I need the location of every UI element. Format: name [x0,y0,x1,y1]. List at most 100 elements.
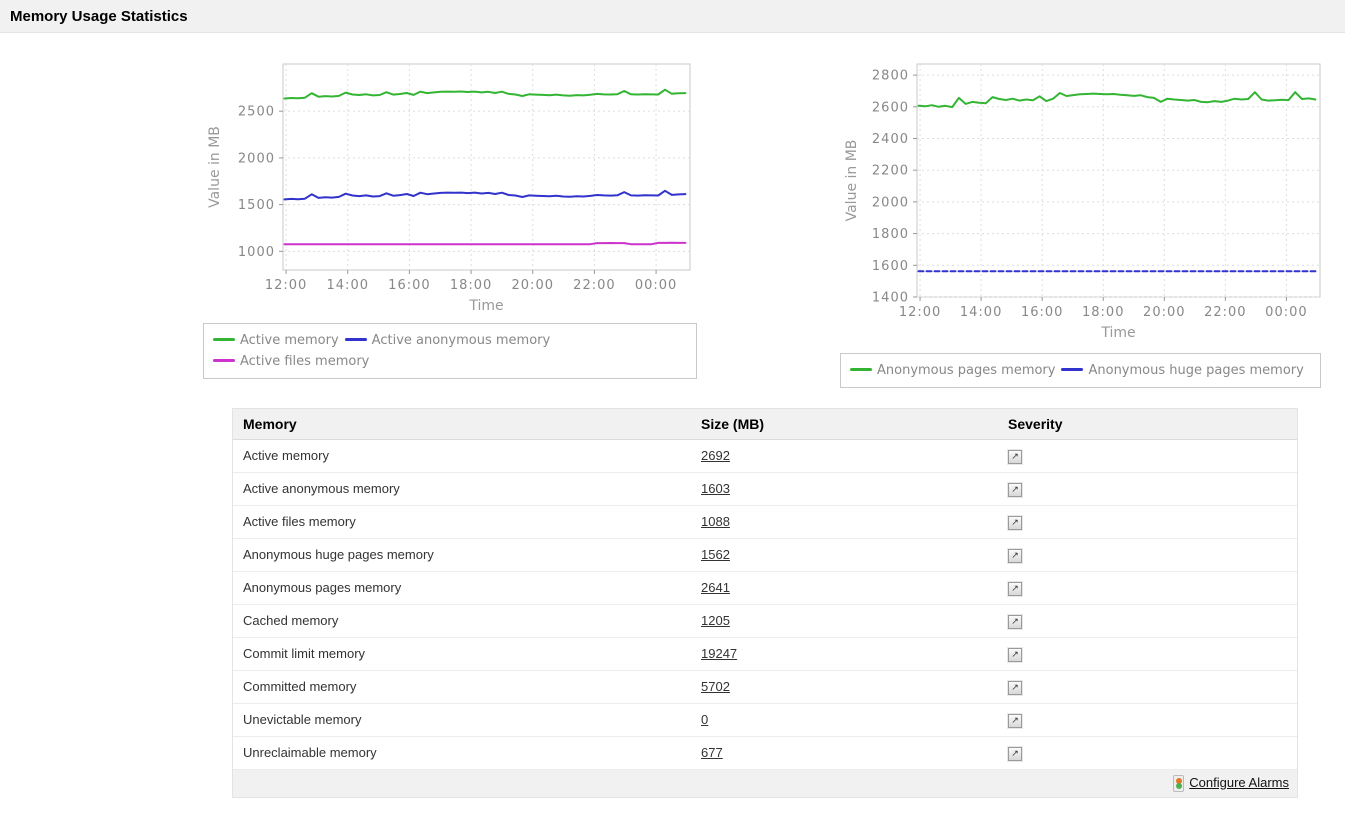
table-row: Unreclaimable memory 677 ↗ [233,736,1297,769]
table-row: Active files memory 1088 ↗ [233,505,1297,538]
svg-text:2000: 2000 [872,195,909,210]
table-row: Unevictable memory 0 ↗ [233,703,1297,736]
severity-trend-icon[interactable]: ↗ [1008,680,1022,695]
size-link[interactable]: 2692 [701,448,730,463]
size-link[interactable]: 1205 [701,613,730,628]
legend-label: Active files memory [240,354,370,369]
table-row: Anonymous huge pages memory 1562 ↗ [233,538,1297,571]
legend-item: Active memory [213,330,339,351]
svg-text:1400: 1400 [872,291,909,306]
memory-name: Unreclaimable memory [243,745,377,760]
series-active-anonymous-memory [283,189,687,201]
svg-text:1800: 1800 [872,227,909,242]
svg-text:20:00: 20:00 [1143,305,1185,320]
table-row: Cached memory 1205 ↗ [233,604,1297,637]
table-row: Active anonymous memory 1603 ↗ [233,472,1297,505]
page-title: Memory Usage Statistics [10,7,188,25]
svg-text:12:00: 12:00 [265,278,307,293]
svg-text:18:00: 18:00 [1082,305,1124,320]
legend-swatch-icon [213,338,235,341]
legend-label: Active memory [240,333,339,348]
svg-text:2800: 2800 [872,69,909,84]
size-link[interactable]: 1562 [701,547,730,562]
series-anonymous-pages-memory [917,91,1317,109]
svg-text:16:00: 16:00 [1021,305,1063,320]
severity-trend-icon[interactable]: ↗ [1008,482,1022,497]
severity-trend-icon[interactable]: ↗ [1008,614,1022,629]
memory-name: Active files memory [243,514,356,529]
svg-text:1500: 1500 [238,198,275,213]
svg-text:18:00: 18:00 [450,278,492,293]
active-memory-chart-legend: Active memory Active anonymous memory Acti… [203,323,697,379]
size-link[interactable]: 1603 [701,481,730,496]
legend-row: Active files memory [213,351,687,372]
configure-alarms-link[interactable]: Configure Alarms [1189,774,1289,790]
memory-name: Cached memory [243,613,339,628]
alarm-traffic-light-icon [1173,774,1185,792]
table-row: Anonymous pages memory 2641 ↗ [233,571,1297,604]
column-header-memory: Memory [233,409,691,440]
legend-row: Active memory Active anonymous memory [213,330,687,351]
memory-name: Active anonymous memory [243,481,400,496]
legend-item: Active anonymous memory [344,330,551,351]
active-memory-chart: 1000 1500 2000 2500 12:00 14:00 16:00 18:00 20:0… [203,55,697,379]
svg-text:Time: Time [1100,325,1135,337]
svg-text:20:00: 20:00 [512,278,554,293]
svg-text:2000: 2000 [238,151,275,166]
svg-text:1600: 1600 [872,259,909,274]
svg-text:Time: Time [468,298,503,313]
memory-name: Commit limit memory [243,646,366,661]
column-header-severity: Severity [998,409,1297,440]
size-link[interactable]: 2641 [701,580,730,595]
severity-trend-icon[interactable]: ↗ [1008,647,1022,662]
svg-text:22:00: 22:00 [1204,305,1246,320]
column-header-size: Size (MB) [691,409,998,440]
legend-label: Anonymous pages memory [877,363,1056,378]
svg-text:00:00: 00:00 [635,278,677,293]
svg-text:2400: 2400 [872,132,909,147]
legend-label: Active anonymous memory [371,333,551,348]
svg-text:22:00: 22:00 [573,278,615,293]
table-row: Committed memory 5702 ↗ [233,670,1297,703]
size-link[interactable]: 677 [701,745,723,760]
table-header-row: Memory Size (MB) Severity [233,409,1297,440]
memory-name: Active memory [243,448,329,463]
anonymous-memory-chart-legend: Anonymous pages memory Anonymous huge pag… [840,353,1321,388]
svg-text:14:00: 14:00 [960,305,1002,320]
table-footer-row: Configure Alarms [233,769,1297,797]
size-link[interactable]: 5702 [701,679,730,694]
memory-name: Unevictable memory [243,712,362,727]
table-row: Active memory 2692 ↗ [233,439,1297,472]
anonymous-memory-chart-plot: 1400 1600 1800 2000 2200 2400 2600 2800 12:00 14:… [840,55,1321,337]
size-link[interactable]: 0 [701,712,709,727]
legend-label: Anonymous huge pages memory [1088,363,1304,378]
legend-item: Anonymous pages memory [850,360,1055,381]
size-link[interactable]: 1088 [701,514,730,529]
page-header: Memory Usage Statistics [0,0,1345,33]
legend-row: Anonymous pages memory Anonymous huge pag… [850,360,1311,381]
series-active-memory [283,88,687,100]
severity-trend-icon[interactable]: ↗ [1008,449,1022,464]
severity-trend-icon[interactable]: ↗ [1008,746,1022,761]
svg-text:1000: 1000 [238,245,275,260]
active-memory-chart-plot: 1000 1500 2000 2500 12:00 14:00 16:00 18:00 20:0… [203,55,697,313]
svg-text:Value in MB: Value in MB [207,126,223,208]
severity-trend-icon[interactable]: ↗ [1008,548,1022,563]
legend-swatch-icon [1061,368,1084,371]
table-row: Commit limit memory 19247 ↗ [233,637,1297,670]
severity-trend-icon[interactable]: ↗ [1008,581,1022,596]
memory-stats-table: Memory Size (MB) Severity Active memory … [233,409,1297,797]
severity-trend-icon[interactable]: ↗ [1008,713,1022,728]
legend-swatch-icon [213,359,235,362]
memory-name: Anonymous huge pages memory [243,547,434,562]
svg-text:14:00: 14:00 [327,278,369,293]
svg-text:2600: 2600 [872,100,909,115]
size-link[interactable]: 19247 [701,646,738,661]
memory-stats-table-container: Memory Size (MB) Severity Active memory … [232,408,1298,798]
anonymous-memory-chart: 1400 1600 1800 2000 2200 2400 2600 2800 12:00 14:… [840,55,1321,388]
legend-item: Anonymous huge pages memory [1061,360,1304,381]
severity-trend-icon[interactable]: ↗ [1008,515,1022,530]
legend-swatch-icon [344,338,367,341]
svg-text:12:00: 12:00 [899,305,941,320]
svg-text:Value in MB: Value in MB [844,140,860,222]
